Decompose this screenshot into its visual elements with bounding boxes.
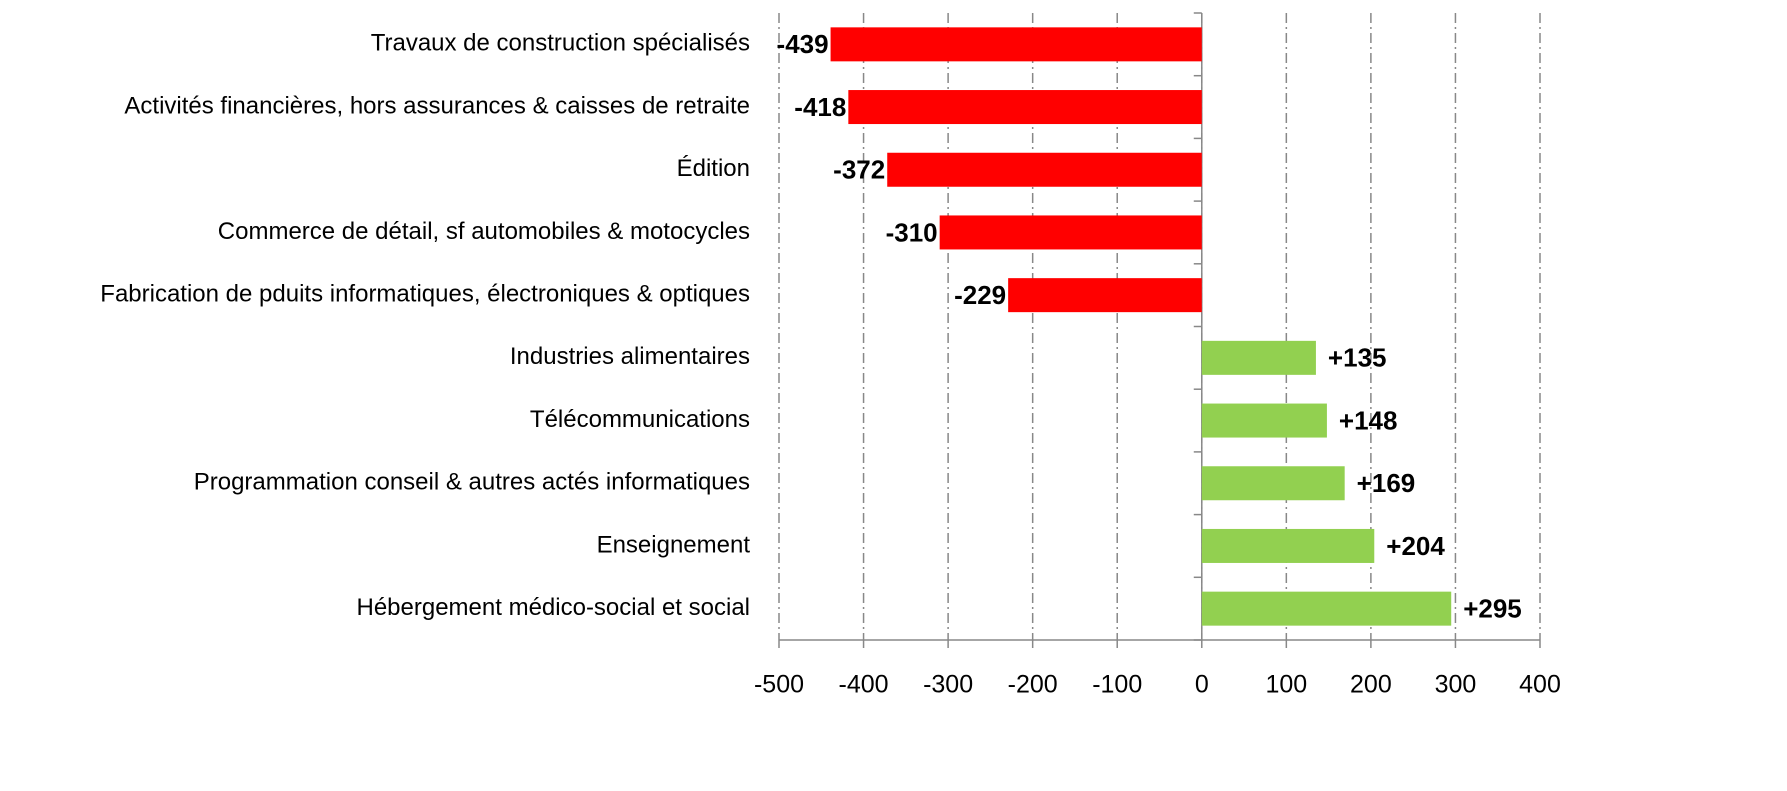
x-tick-label: 0: [1195, 671, 1209, 699]
value-label: +169: [1357, 468, 1416, 498]
x-tick-label: -200: [1008, 671, 1058, 699]
value-label: +135: [1328, 343, 1387, 373]
value-label: -372: [833, 155, 885, 185]
value-label: +148: [1339, 405, 1398, 435]
category-label: Hébergement médico-social et social: [356, 594, 750, 621]
bar: [939, 215, 1202, 250]
x-tick-label: -500: [754, 671, 804, 699]
category-label: Activités financières, hors assurances &…: [124, 92, 750, 119]
category-label: Télécommunications: [530, 406, 750, 433]
x-tick-label: 300: [1435, 671, 1477, 699]
category-label: Fabrication de pduits informatiques, éle…: [100, 280, 750, 307]
bar: [830, 27, 1202, 62]
value-label: -229: [954, 280, 1006, 310]
category-label: Industries alimentaires: [510, 343, 750, 370]
value-label: -310: [886, 217, 938, 247]
category-label: Programmation conseil & autres actés inf…: [194, 469, 750, 496]
x-tick-label: -300: [923, 671, 973, 699]
value-label: +295: [1463, 594, 1522, 624]
x-tick-label: 200: [1350, 671, 1392, 699]
bar: [1201, 591, 1452, 626]
x-tick-label: -100: [1092, 671, 1142, 699]
bar: [887, 152, 1202, 187]
bar: [1201, 528, 1375, 563]
value-label: +204: [1386, 531, 1445, 561]
value-label: -439: [777, 29, 829, 59]
bar: [1201, 340, 1316, 375]
category-label: Édition: [677, 155, 750, 182]
value-label: -418: [794, 92, 846, 122]
x-tick-label: 100: [1265, 671, 1307, 699]
bar: [1008, 278, 1202, 313]
x-tick-label: 400: [1519, 671, 1561, 699]
bar: [848, 90, 1202, 125]
category-label: Enseignement: [597, 531, 751, 558]
x-tick-label: -400: [839, 671, 889, 699]
bar: [1201, 466, 1345, 501]
category-label: Travaux de construction spécialisés: [371, 30, 750, 57]
category-label: Commerce de détail, sf automobiles & mot…: [218, 218, 750, 245]
bar: [1201, 403, 1327, 438]
